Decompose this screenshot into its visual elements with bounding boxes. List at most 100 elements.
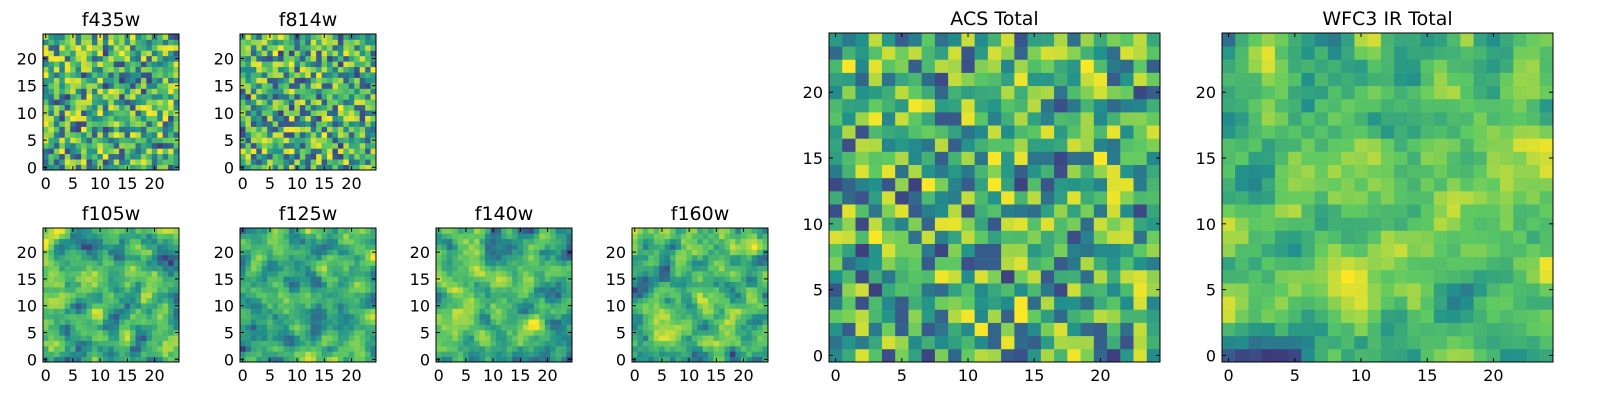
heatmap-cell [284, 249, 290, 255]
heatmap-cell [240, 132, 246, 138]
heatmap-cell [1067, 349, 1081, 363]
heatmap-cell [654, 255, 660, 261]
heatmap-cell [87, 159, 93, 165]
heatmap-cell [469, 276, 475, 282]
heatmap-cell [681, 249, 687, 255]
heatmap-cell [539, 351, 545, 357]
heatmap-cell [349, 266, 355, 272]
heatmap-cell [278, 255, 284, 261]
heatmap-cell [1354, 217, 1368, 231]
heatmap-cell [87, 271, 93, 277]
heatmap-cell [316, 94, 322, 100]
heatmap-cell [534, 351, 540, 357]
heatmap-cell [643, 330, 649, 336]
heatmap-cell [518, 233, 524, 239]
heatmap-cell [452, 239, 458, 245]
heatmap-cell [163, 228, 169, 234]
heatmap-cell [1014, 270, 1028, 284]
heatmap-cell [1540, 257, 1554, 271]
heatmap-cell [305, 88, 311, 94]
heatmap-cell [273, 239, 279, 245]
heatmap-cell [703, 319, 709, 325]
heatmap-cell [240, 116, 246, 122]
heatmap-cell [87, 83, 93, 89]
heatmap-cell [114, 148, 120, 154]
heatmap-cell [458, 282, 464, 288]
heatmap-cell [305, 45, 311, 51]
heatmap-cell [294, 308, 300, 314]
heatmap-cell [676, 266, 682, 272]
heatmap-cell [119, 148, 125, 154]
heatmap-cell [135, 266, 141, 272]
heatmap-cell [485, 249, 491, 255]
heatmap-cell [1315, 336, 1329, 350]
heatmap-cell [1081, 59, 1095, 73]
heatmap-cell [163, 99, 169, 105]
heatmap-cell [882, 217, 896, 231]
heatmap-cell [365, 159, 371, 165]
heatmap-cell [659, 292, 665, 298]
heatmap-cell [1028, 138, 1042, 152]
heatmap-cell [490, 319, 496, 325]
heatmap-cell [1447, 217, 1461, 231]
heatmap-cell [922, 178, 936, 192]
heatmap-cell [135, 319, 141, 325]
heatmap-cell [278, 287, 284, 293]
heatmap-cell [534, 287, 540, 293]
heatmap-cell [141, 271, 147, 277]
heatmap-cell [97, 159, 103, 165]
heatmap-cell [135, 137, 141, 143]
heatmap-cell [267, 266, 273, 272]
heatmap-cell [975, 99, 989, 113]
heatmap-cell [1054, 336, 1068, 350]
heatmap-cell [501, 314, 507, 320]
heatmap-cell [48, 116, 54, 122]
heatmap-cell [469, 271, 475, 277]
heatmap-cell [262, 228, 268, 234]
heatmap-cell [108, 143, 114, 149]
heatmap-cell [152, 260, 158, 266]
heatmap-cell [676, 276, 682, 282]
heatmap-cell [114, 61, 120, 67]
heatmap-cell [1248, 244, 1262, 258]
heatmap-cell [81, 45, 87, 51]
heatmap-cell [648, 314, 654, 320]
heatmap-cell [441, 351, 447, 357]
heatmap-cell [267, 105, 273, 111]
heatmap-cell [81, 99, 87, 105]
heatmap-cell [365, 298, 371, 304]
heatmap-cell [512, 266, 518, 272]
heatmap-cell [637, 314, 643, 320]
heatmap-cell [1028, 46, 1042, 60]
heatmap-cell [1107, 336, 1121, 350]
heatmap-cell [240, 255, 246, 261]
heatmap-cell [163, 244, 169, 250]
heatmap-cell [496, 351, 502, 357]
heatmap-cell [262, 105, 268, 111]
heatmap-cell [135, 110, 141, 116]
heatmap-cell [1527, 296, 1541, 310]
heatmap-cell [365, 308, 371, 314]
heatmap-cell [1341, 204, 1355, 218]
heatmap-cell [130, 319, 136, 325]
x-tick-label: 15 [1024, 366, 1044, 385]
heatmap-cell [501, 244, 507, 250]
heatmap-cell [305, 159, 311, 165]
heatmap-cell [1081, 283, 1095, 297]
heatmap-cell [267, 260, 273, 266]
heatmap-cell [507, 298, 513, 304]
heatmap-cell [545, 239, 551, 245]
heatmap-cell [752, 287, 758, 293]
x-tick-label: 10 [287, 174, 307, 193]
heatmap-cell [686, 324, 692, 330]
heatmap-cell [284, 287, 290, 293]
heatmap-cell [108, 255, 114, 261]
heatmap-cell [550, 308, 556, 314]
heatmap-cell [108, 39, 114, 45]
heatmap-cell [103, 137, 109, 143]
heatmap-cell [1001, 112, 1015, 126]
heatmap-cell [125, 292, 131, 298]
heatmap-cell [114, 116, 120, 122]
heatmap-cell [1081, 244, 1095, 258]
heatmap-cell [719, 298, 725, 304]
